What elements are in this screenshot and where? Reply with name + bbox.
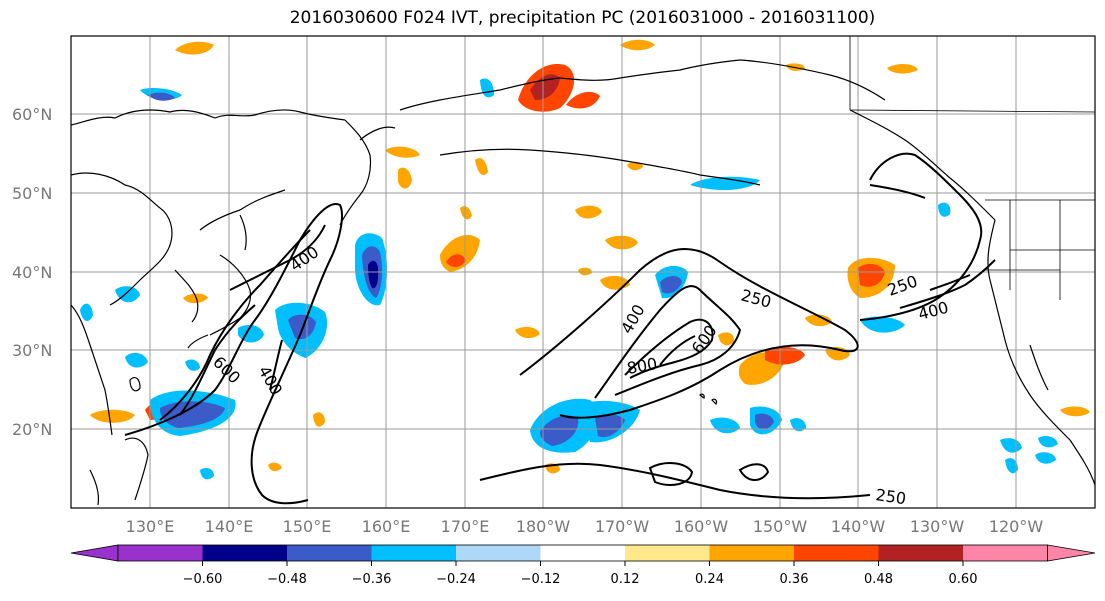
lon-label-170e: 170°E <box>441 517 490 536</box>
lon-label-140w: 140°W <box>831 517 886 536</box>
colorbar-tick-label: 0.36 <box>780 572 809 587</box>
colorbar-segment <box>118 545 203 561</box>
colorbar-segment <box>540 545 625 561</box>
lon-label-160e: 160°E <box>362 517 411 536</box>
lat-label-50n: 50°N <box>12 184 52 203</box>
colorbar-tick-label: 0.24 <box>695 572 724 587</box>
coastline-map <box>71 59 1095 506</box>
ivt-contours <box>124 152 996 505</box>
colorbar-segment <box>202 545 287 561</box>
colorbar-tick-label: 0.48 <box>864 572 893 587</box>
map-border <box>70 35 1096 509</box>
lon-label-170w: 170°W <box>595 517 650 536</box>
colorbar-segment <box>287 545 372 561</box>
lat-label-30n: 30°N <box>12 341 52 360</box>
lon-label-150e: 150°E <box>283 517 332 536</box>
longitude-labels: 130°E 140°E 150°E 160°E 170°E 180°W 170°… <box>126 517 1044 536</box>
gridlines <box>71 36 1095 508</box>
colorbar: −0.60 −0.48 −0.36 −0.24 −0.12 0.12 0.24 … <box>70 544 1096 587</box>
lon-label-130e: 130°E <box>126 517 175 536</box>
lon-label-120w: 120°W <box>989 517 1044 536</box>
lat-label-20n: 20°N <box>12 420 52 439</box>
colorbar-extend-max <box>1047 544 1096 562</box>
latitude-labels: 60°N 50°N 40°N 30°N 20°N <box>12 105 52 439</box>
lon-label-130w: 130°W <box>910 517 965 536</box>
colorbar-segment <box>625 545 710 561</box>
colorbar-segment <box>794 545 879 561</box>
colorbar-tick-label: 0.60 <box>949 572 978 587</box>
colorbar-tick-label: −0.24 <box>436 572 476 587</box>
lon-label-160w: 160°W <box>674 517 729 536</box>
lon-label-140e: 140°E <box>205 517 254 536</box>
colorbar-segment <box>878 545 963 561</box>
colorbar-segment <box>709 545 794 561</box>
precip-pc-fill <box>80 39 1090 480</box>
lat-label-40n: 40°N <box>12 263 52 282</box>
colorbar-outline <box>117 544 1048 562</box>
colorbar-tick-label: −0.60 <box>183 572 223 587</box>
colorbar-tick-label: −0.36 <box>352 572 392 587</box>
colorbar-segment <box>371 545 456 561</box>
lon-label-180w: 180°W <box>516 517 571 536</box>
colorbar-extend-min <box>70 544 119 562</box>
borders <box>849 36 1095 300</box>
colorbar-tick-label: −0.12 <box>521 572 561 587</box>
colorbar-segment <box>963 545 1048 561</box>
lon-label-150w: 150°W <box>753 517 808 536</box>
colorbar-tick-label: −0.48 <box>267 572 307 587</box>
lat-label-60n: 60°N <box>12 105 52 124</box>
colorbar-segment <box>456 545 541 561</box>
colorbar-ticks <box>202 561 964 566</box>
contour-label-250-south: 250 <box>874 485 907 508</box>
chart-title: 2016030600 F024 IVT, precipitation PC (2… <box>289 8 876 28</box>
colorbar-tick-label: 0.12 <box>611 572 640 587</box>
